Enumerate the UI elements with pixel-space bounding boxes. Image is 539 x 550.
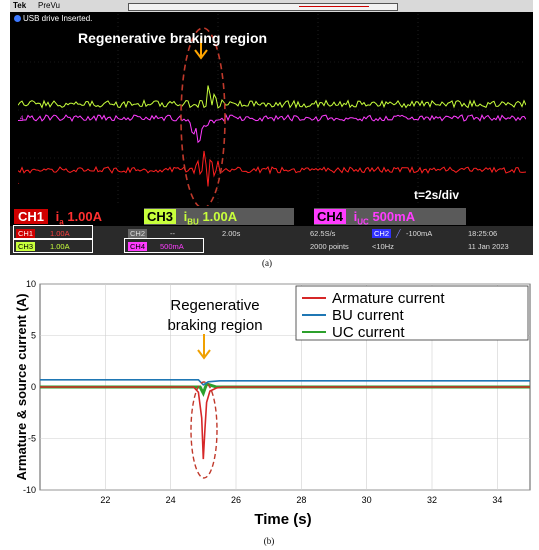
annotation-line1: Regenerative [170, 297, 259, 314]
ch3-scale: 1.00A [202, 209, 238, 224]
x-tick-label: 26 [231, 495, 241, 505]
scope-date: 11 Jan 2023 [468, 242, 509, 251]
ch1-readout: CH1 ia 1.00A [14, 208, 142, 227]
caption-b: (b) [264, 536, 275, 546]
scope-grid [18, 14, 526, 206]
ch2-dash: -- [170, 229, 175, 238]
record-marker [299, 6, 369, 7]
info-icon [14, 15, 21, 23]
usb-message-text: USB drive Inserted. [23, 14, 93, 23]
record-points: 2000 points [310, 242, 349, 251]
ch3-small-box [13, 238, 93, 253]
ch1-scale: 1.00A [67, 209, 103, 224]
annotation-arrow-icon [194, 38, 208, 60]
y-tick-label: 10 [26, 279, 36, 289]
legend-box [295, 285, 529, 341]
trigger-level: -100mA [406, 229, 433, 238]
ch4-readout: CH4 iUC 500mA [314, 208, 466, 227]
trigger-slope-icon: ╱ [396, 229, 401, 238]
ch1-variable: ia [55, 209, 64, 227]
caption-a: (a) [262, 258, 272, 268]
scope-time: 18:25:06 [468, 229, 498, 238]
y-axis-label: Armature & source current (A) [14, 293, 29, 480]
time-division: t=2s/div [414, 188, 460, 202]
ch2-small-tag: CH2 [128, 229, 148, 238]
legend-armature: Armature current [332, 290, 445, 307]
timebase: 2.00s [222, 229, 241, 238]
usb-message: USB drive Inserted. [14, 14, 92, 23]
ch1-small-value: 1.00A [50, 229, 70, 238]
y-tick-label: 5 [31, 331, 36, 341]
ch1-small-tag: CH1 [16, 229, 36, 238]
ch3-variable: iBU [183, 209, 199, 227]
ch4-scale: 500mA [372, 209, 416, 224]
x-tick-label: 24 [166, 495, 176, 505]
ch1-tag: CH1 [14, 209, 49, 224]
ch3-readout: CH3 iBU 1.00A [144, 208, 294, 227]
y-tick-label: -5 [28, 434, 36, 444]
braking-region-ellipse [180, 27, 226, 206]
legend-uc: UC current [332, 324, 405, 341]
x-tick-label: 30 [362, 495, 372, 505]
oscilloscope-screen: Tek PreVu USB drive Inserted. 3 4 1 Rege… [10, 0, 533, 255]
ch3-small-value: 1.00A [50, 242, 70, 251]
sample-rate: 62.5S/s [310, 229, 336, 238]
current-chart: 22 24 26 28 30 32 34 10 5 0 -5 -10 Regenerative bra… [14, 279, 531, 546]
ch4-variable: iUC [353, 209, 369, 227]
series-line-bu-current [40, 379, 530, 386]
ch4-waveform [18, 113, 526, 144]
legend-bu: BU current [332, 307, 405, 324]
ch4-small-value: 500mA [160, 242, 184, 251]
mode-label: PreVu [38, 1, 60, 10]
scope-annotation: Regenerative braking region [78, 30, 268, 46]
x-tick-label: 22 [100, 495, 110, 505]
ch4-small-box [124, 238, 204, 253]
y-tick-label: 0 [31, 382, 36, 392]
trigger-frequency: <10Hz [372, 242, 394, 251]
ch1-marker: 1 [18, 180, 20, 186]
ch3-tag: CH3 [144, 209, 177, 224]
brand-label: Tek [13, 1, 27, 10]
record-bar [128, 3, 398, 11]
x-tick-label: 28 [296, 495, 306, 505]
scope-waveform-area: 3 4 1 [18, 14, 526, 206]
annotation-line2: braking region [167, 317, 262, 334]
x-tick-label: 32 [427, 495, 437, 505]
trigger-channel: CH2 [372, 229, 392, 238]
annotation-arrow-icon-b [197, 334, 211, 360]
ch3-small-tag: CH3 [16, 242, 36, 251]
legend: Armature current BU current UC current [295, 285, 529, 341]
chart-ticks: 22 24 26 28 30 32 34 10 5 0 -5 -10 [23, 279, 502, 505]
x-tick-label: 34 [492, 495, 502, 505]
ch1-waveform [18, 150, 526, 187]
chart-series [40, 379, 530, 460]
ch3-waveform [18, 85, 526, 109]
scope-status-bar: CH1 1.00A CH3 1.00A CH2 -- CH4 500mA 2.0… [10, 226, 533, 255]
ch4-marker: 4 [20, 116, 24, 122]
braking-region-ellipse-b [190, 381, 218, 479]
ch4-tag: CH4 [314, 209, 347, 224]
series-line-armature-current [40, 386, 530, 460]
y-tick-label: -10 [23, 485, 36, 495]
scope-title-bar: Tek PreVu [10, 0, 533, 12]
x-axis-label: Time (s) [254, 511, 311, 528]
ch1-small-box [13, 225, 93, 240]
ch4-small-tag: CH4 [128, 242, 148, 251]
